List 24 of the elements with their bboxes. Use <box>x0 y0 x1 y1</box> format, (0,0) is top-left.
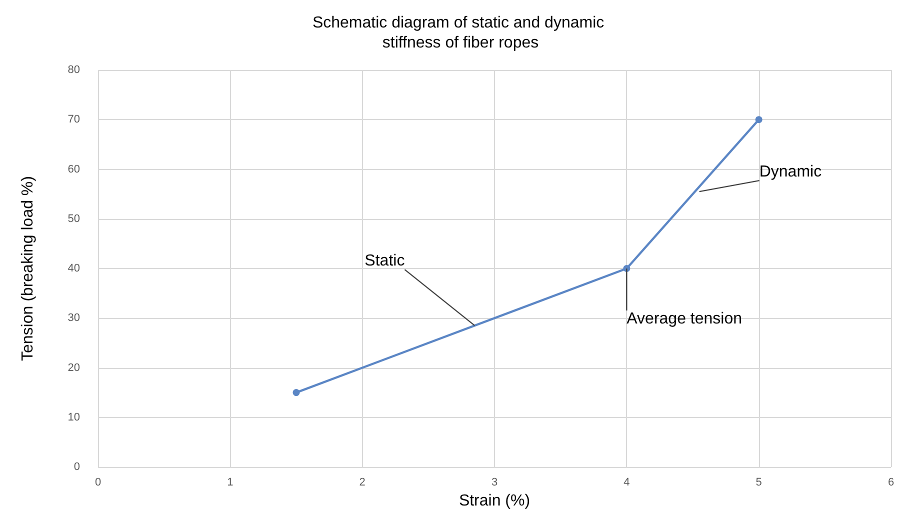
annotation: Static <box>364 252 405 270</box>
x-tick-label: 5 <box>756 476 762 488</box>
y-tick-label: 20 <box>68 362 80 374</box>
chart-title: Schematic diagram of static and dynamic stiffness of fiber ropes <box>312 14 609 52</box>
annotation: Dynamic <box>759 164 822 181</box>
y-tick-label: 50 <box>68 212 80 225</box>
y-tick-label: 0 <box>74 461 80 473</box>
x-tick-label: 0 <box>94 476 102 488</box>
x-tick-label: 4 <box>624 476 630 488</box>
y-tick-label: 70 <box>68 114 80 126</box>
point <box>292 389 300 396</box>
x-tick-label: 2 <box>359 476 366 488</box>
y-tick-label: 40 <box>68 262 80 274</box>
y-tick-label: 80 <box>68 64 80 76</box>
x-tick-label: 6 <box>888 476 894 488</box>
x-axis-title: Strain (%) <box>458 492 530 510</box>
y-tick-label: 30 <box>68 312 80 324</box>
y-axis-title: Tension (breaking load %) <box>20 176 36 361</box>
x-tick-label: 1 <box>227 476 234 488</box>
x-tick-label: 3 <box>491 476 498 488</box>
y-tick-label: 10 <box>68 411 80 424</box>
point <box>755 116 762 124</box>
annotation: Average tension <box>626 310 742 328</box>
y-tick-label: 60 <box>68 163 80 176</box>
